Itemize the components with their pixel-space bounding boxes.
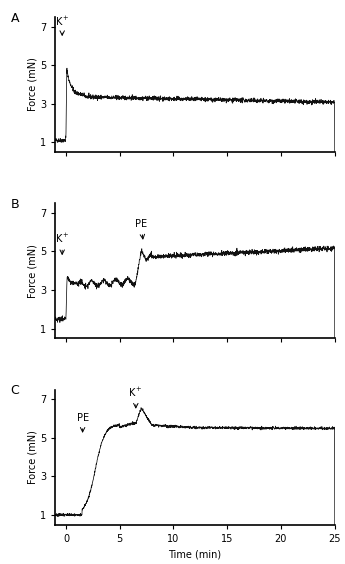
Text: PE: PE (135, 219, 147, 239)
Text: K$^+$: K$^+$ (55, 232, 70, 254)
Text: K$^+$: K$^+$ (55, 15, 70, 35)
Y-axis label: Force (mN): Force (mN) (27, 430, 37, 484)
Text: K$^+$: K$^+$ (128, 386, 143, 408)
X-axis label: Time (min): Time (min) (168, 549, 221, 559)
Text: C: C (10, 384, 19, 397)
Y-axis label: Force (mN): Force (mN) (27, 58, 37, 111)
Text: B: B (10, 198, 19, 211)
Text: A: A (10, 11, 19, 24)
Text: PE: PE (77, 413, 89, 432)
Y-axis label: Force (mN): Force (mN) (27, 244, 37, 298)
